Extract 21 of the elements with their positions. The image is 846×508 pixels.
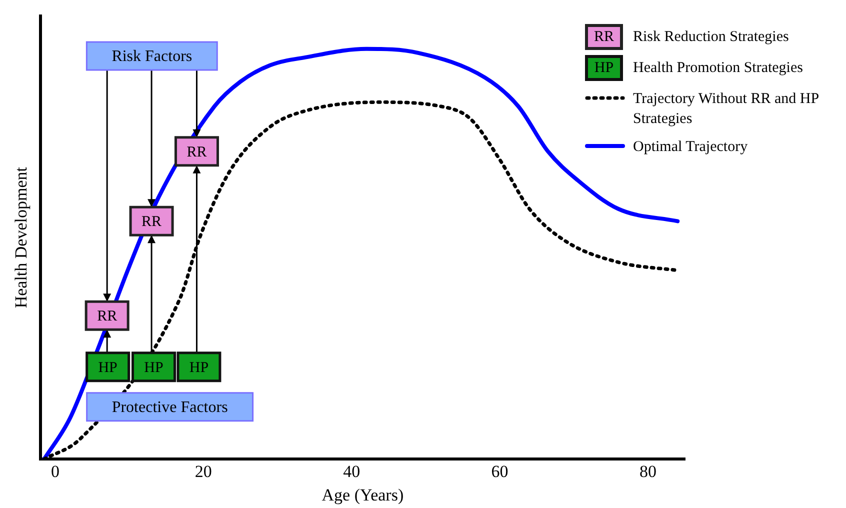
box-swatch: HP [585,55,623,81]
annotation: RR [142,214,162,230]
box-swatch: RR [585,24,623,50]
annotation: RR [97,308,118,325]
annotation: HP [98,360,118,376]
legend-label: Optimal Trajectory [633,138,749,157]
x-tick-label: 0 [50,462,60,481]
x-tick-label: 60 [491,462,508,481]
x-tick-label: 20 [194,462,212,481]
annotation: HP [144,360,164,376]
annotation: Health Promotion Strategies [633,60,803,76]
x-tick-label: 80 [639,462,656,481]
annotation: RR [186,144,207,160]
text: Risk Reduction Strategies [633,28,789,46]
legend-label: Trajectory Without RR and HP Strategies [633,90,820,129]
annotation: Risk Factors [112,48,192,66]
y-axis-title: Health Development [12,166,31,308]
x-axis-title: Age (Years) [322,485,404,504]
annotation: HP [189,360,209,376]
annotation: Protective Factors [112,399,228,416]
x-tick-label: 40 [343,462,360,481]
